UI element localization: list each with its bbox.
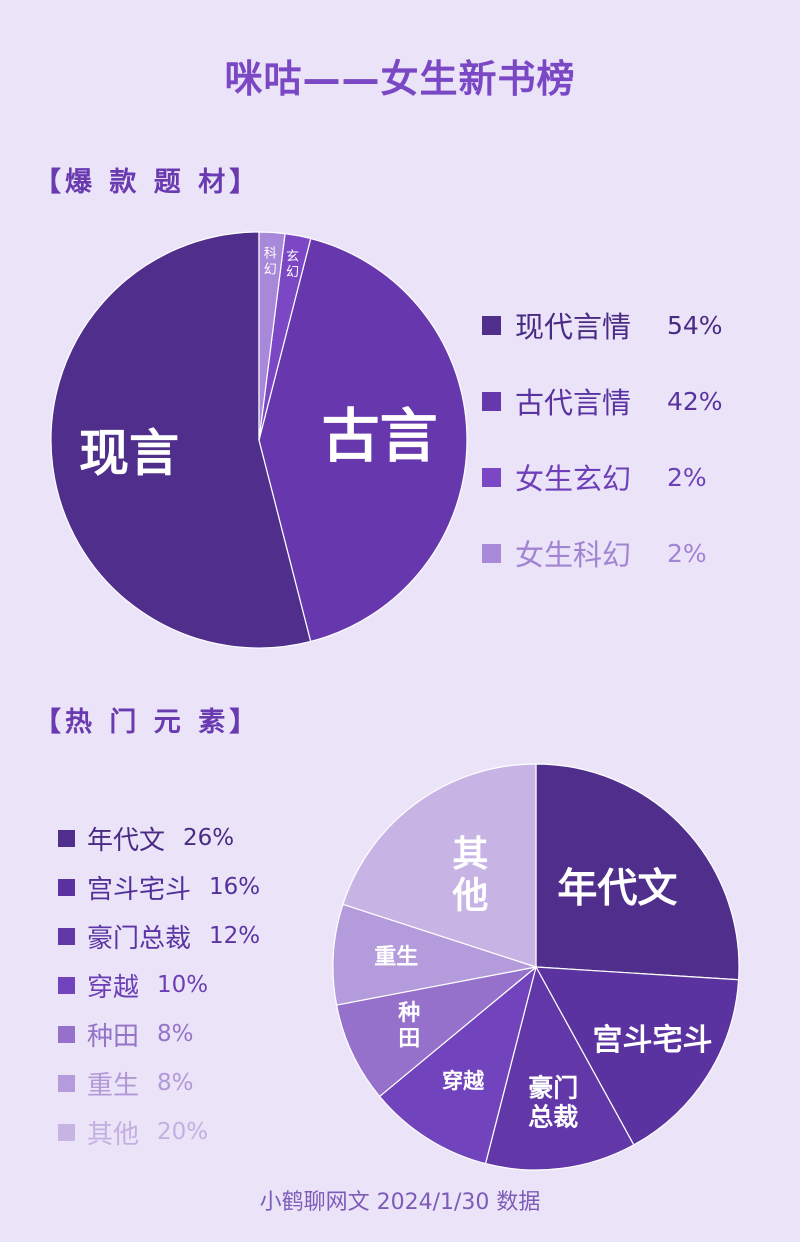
legend-label: 种田 bbox=[87, 1021, 140, 1052]
legend-label: 重生 bbox=[87, 1070, 140, 1101]
legend-value: 2% bbox=[667, 462, 707, 492]
pie-slice-现代言情 bbox=[50, 231, 312, 649]
legend-swatch bbox=[58, 1074, 75, 1092]
legend-value: 42% bbox=[667, 386, 723, 416]
section-title-genres: 【爆 款 题 材】 bbox=[34, 167, 261, 198]
legend-label: 年代文 bbox=[87, 825, 166, 856]
legend-value: 54% bbox=[667, 310, 723, 340]
legend-label: 宫斗宅斗 bbox=[87, 874, 192, 905]
legend-swatch bbox=[58, 878, 75, 896]
legend-label: 其他 bbox=[87, 1119, 140, 1150]
pie-slice-豪门总裁 bbox=[484, 965, 635, 1171]
legend-value: 12% bbox=[209, 923, 261, 949]
slice-label-古代言情: 古言 bbox=[322, 402, 438, 470]
legend-item: 其他 20% bbox=[58, 1112, 208, 1152]
legend-value: 16% bbox=[209, 874, 261, 900]
legend-label: 女生科幻 bbox=[515, 538, 632, 572]
legend-value: 8% bbox=[157, 1070, 194, 1096]
legend-item: 现代言情 54% bbox=[482, 300, 723, 350]
legend-item: 女生科幻 2% bbox=[482, 528, 707, 578]
slice-label-女生玄幻: 玄幻 bbox=[286, 249, 299, 280]
legend-swatch bbox=[482, 315, 501, 335]
slice-label-重生: 重生 bbox=[374, 945, 418, 970]
pie-slice-其他 bbox=[342, 763, 537, 968]
legend-label: 现代言情 bbox=[515, 310, 632, 344]
slice-label-穿越: 穿越 bbox=[442, 1069, 485, 1093]
legend-item: 种田 8% bbox=[58, 1014, 194, 1054]
legend-value: 26% bbox=[183, 825, 235, 851]
legend-value: 8% bbox=[157, 1021, 194, 1047]
legend-value: 20% bbox=[157, 1119, 209, 1145]
slice-label-宫斗宅斗: 宫斗宅斗 bbox=[593, 1022, 713, 1057]
legend-swatch bbox=[58, 1025, 75, 1043]
pie-slice-重生 bbox=[332, 903, 537, 1006]
legend-item: 重生 8% bbox=[58, 1063, 194, 1103]
legend-item: 古代言情 42% bbox=[482, 376, 723, 426]
pie-slice-古代言情 bbox=[258, 237, 468, 643]
legend-item: 宫斗宅斗 16% bbox=[58, 867, 260, 907]
legend-swatch bbox=[482, 391, 501, 411]
pie-slice-穿越 bbox=[378, 965, 538, 1165]
legend-item: 穿越 10% bbox=[58, 965, 208, 1005]
legend-swatch bbox=[58, 1123, 75, 1141]
legend-value: 2% bbox=[667, 538, 707, 568]
legend-swatch bbox=[58, 829, 75, 847]
pie-slice-种田 bbox=[335, 966, 537, 1098]
slice-label-豪门总裁: 豪门总裁 bbox=[528, 1074, 578, 1132]
legend-swatch bbox=[482, 543, 501, 563]
legend-label: 豪门总裁 bbox=[87, 923, 192, 954]
page-title: 咪咕——女生新书榜 bbox=[224, 57, 576, 101]
legend-swatch bbox=[58, 927, 75, 945]
legend-label: 女生玄幻 bbox=[515, 462, 632, 496]
slice-label-女生科幻: 科幻 bbox=[264, 246, 277, 277]
slice-label-年代文: 年代文 bbox=[557, 866, 677, 912]
legend-label: 古代言情 bbox=[515, 386, 632, 420]
legend-item: 女生玄幻 2% bbox=[482, 452, 707, 502]
legend-item: 年代文 26% bbox=[58, 818, 234, 858]
section-title-elements: 【热 门 元 素】 bbox=[34, 707, 261, 738]
footer-source: 小鹤聊网文 2024/1/30 数据 bbox=[259, 1190, 541, 1215]
pie-slice-宫斗宅斗 bbox=[534, 966, 740, 1146]
slice-label-其他: 其他 bbox=[451, 834, 488, 916]
legend-swatch bbox=[482, 467, 501, 487]
legend-item: 豪门总裁 12% bbox=[58, 916, 260, 956]
slice-label-种田: 种田 bbox=[398, 1001, 420, 1051]
slice-label-现代言情: 现言 bbox=[79, 424, 179, 482]
pie-slice-年代文 bbox=[535, 763, 740, 981]
pie-slice-女生科幻 bbox=[258, 231, 286, 441]
legend-swatch bbox=[58, 976, 75, 994]
legend-value: 10% bbox=[157, 972, 209, 998]
legend-label: 穿越 bbox=[87, 972, 140, 1003]
